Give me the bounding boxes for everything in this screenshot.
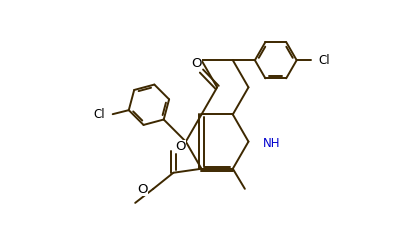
Text: O: O [176,140,186,153]
Text: Cl: Cl [319,54,330,67]
Text: O: O [137,183,148,196]
Text: Cl: Cl [93,108,105,121]
Text: O: O [191,57,202,70]
Text: NH: NH [263,137,280,150]
